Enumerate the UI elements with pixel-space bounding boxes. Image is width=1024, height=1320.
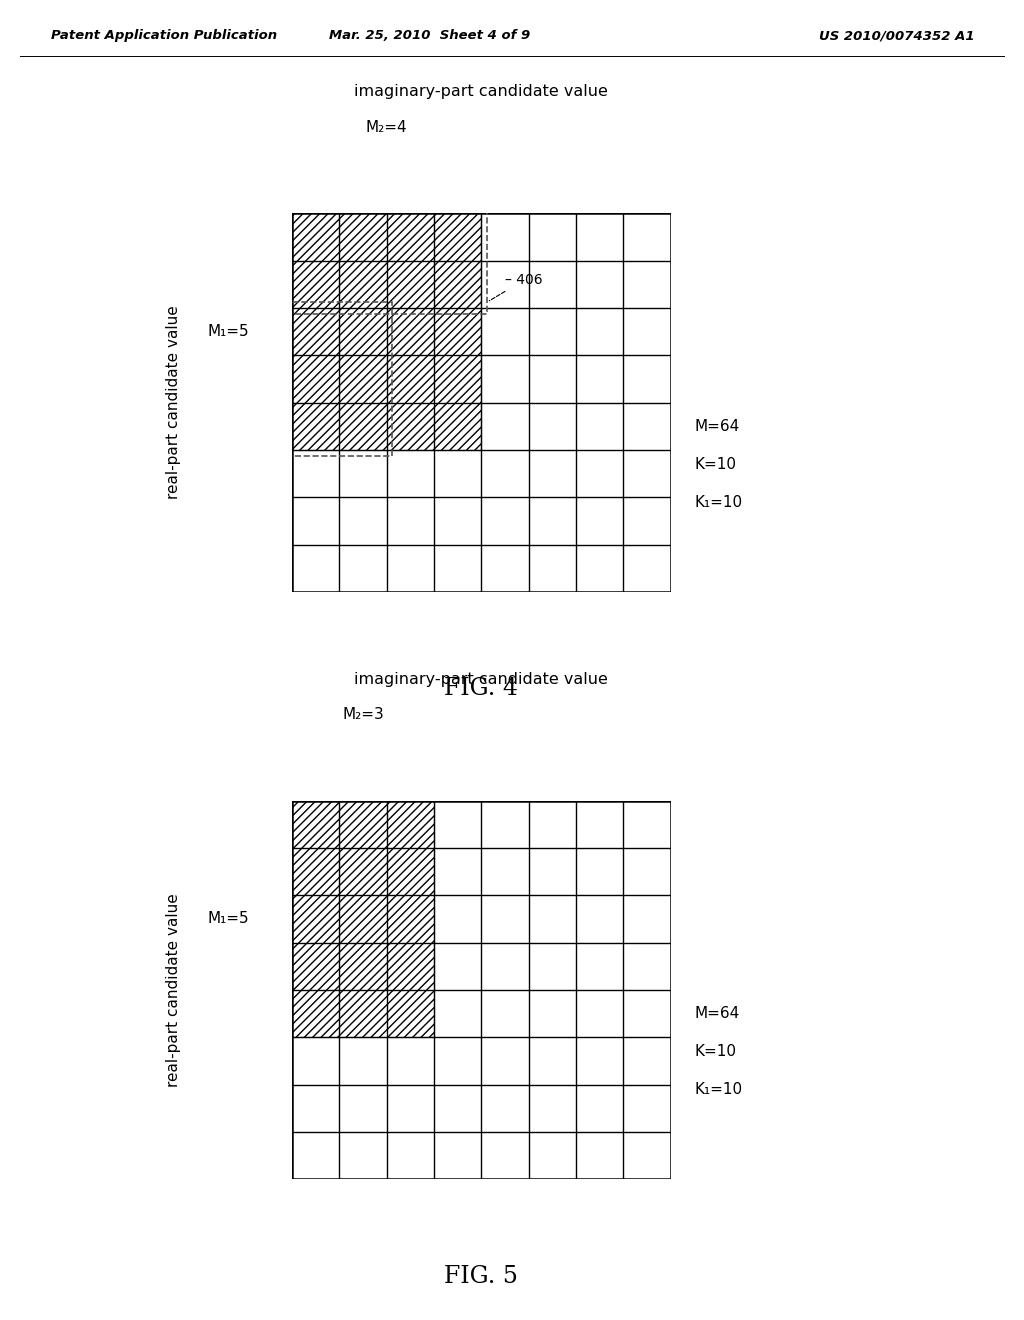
Text: K₁=10: K₁=10	[694, 495, 742, 510]
Bar	[292, 800, 434, 1038]
Text: K₁=10: K₁=10	[694, 1082, 742, 1097]
Bar	[286, 302, 392, 455]
Text: imaginary-part candidate value: imaginary-part candidate value	[354, 84, 608, 99]
Text: real-part candidate value: real-part candidate value	[166, 306, 181, 499]
Text: – 406: – 406	[489, 273, 543, 301]
Text: Patent Application Publication: Patent Application Publication	[51, 29, 278, 42]
Text: US 2010/0074352 A1: US 2010/0074352 A1	[819, 29, 975, 42]
Text: M₁=5: M₁=5	[208, 323, 249, 339]
Text: K=10: K=10	[694, 1044, 736, 1059]
Text: Mar. 25, 2010  Sheet 4 of 9: Mar. 25, 2010 Sheet 4 of 9	[330, 29, 530, 42]
Text: real-part candidate value: real-part candidate value	[166, 894, 181, 1086]
Text: M=64: M=64	[694, 418, 739, 434]
Bar	[292, 213, 481, 450]
Bar	[286, 207, 487, 314]
Text: M₂=3: M₂=3	[342, 708, 384, 722]
Text: M=64: M=64	[694, 1006, 739, 1022]
Text: FIG. 4: FIG. 4	[444, 677, 518, 701]
Text: imaginary-part candidate value: imaginary-part candidate value	[354, 672, 608, 686]
Text: M₁=5: M₁=5	[208, 911, 249, 927]
Text: M₂=4: M₂=4	[366, 120, 408, 135]
Text: K=10: K=10	[694, 457, 736, 471]
Text: FIG. 5: FIG. 5	[444, 1265, 518, 1288]
